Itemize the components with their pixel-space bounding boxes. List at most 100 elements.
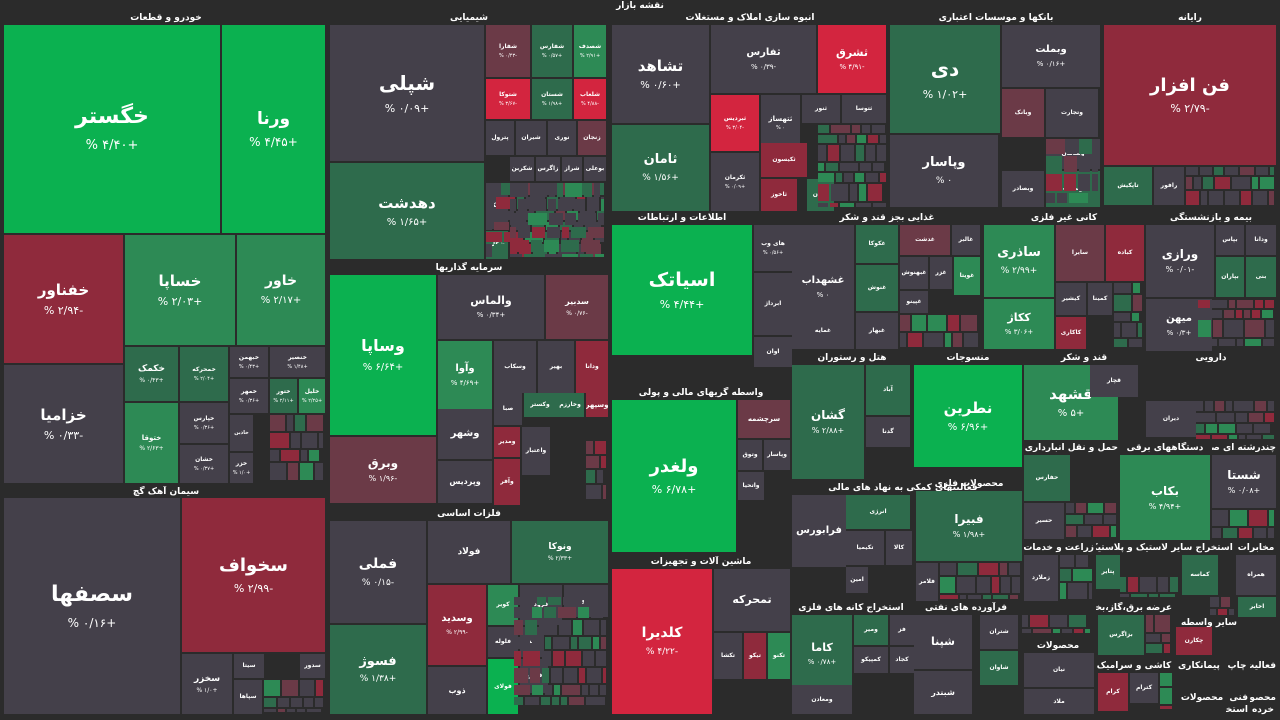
stock-tile[interactable]: خمحرکه +۲/۰۴ % — [180, 347, 228, 401]
stock-tile-small[interactable] — [1022, 629, 1031, 633]
stock-tile-small[interactable] — [547, 227, 560, 238]
stock-tile[interactable]: شتوکا -۳/۶۷ % — [486, 79, 530, 119]
stock-tile[interactable]: بنی — [1246, 257, 1276, 297]
stock-tile[interactable]: سدبیر -۰/۷۶ % — [546, 275, 608, 339]
stock-tile-small[interactable] — [598, 213, 604, 225]
stock-tile-small[interactable] — [486, 244, 492, 257]
stock-tile-small[interactable] — [532, 637, 543, 649]
stock-tile-small[interactable] — [1224, 310, 1234, 318]
stock-tile-small[interactable] — [598, 183, 604, 195]
stock-tile-small[interactable] — [587, 668, 601, 683]
stock-tile[interactable]: سپاها — [234, 680, 262, 714]
stock-tile-small[interactable] — [494, 244, 508, 257]
stock-tile-small[interactable] — [873, 203, 886, 207]
stock-tile-small[interactable] — [1022, 615, 1028, 627]
stock-tile[interactable]: بپاران — [1216, 257, 1244, 297]
stock-tile[interactable]: فلامر — [916, 563, 938, 601]
stock-tile-small[interactable] — [1105, 503, 1116, 513]
stock-tile[interactable]: غالبر — [952, 225, 980, 255]
stock-tile-small[interactable] — [282, 680, 298, 696]
stock-tile-small[interactable] — [1164, 644, 1170, 653]
stock-tile-small[interactable] — [278, 709, 285, 712]
stock-tile-small[interactable] — [1255, 401, 1266, 411]
stock-tile-small[interactable] — [281, 450, 299, 461]
stock-tile[interactable]: ملاد — [1024, 689, 1094, 714]
stock-tile-small[interactable] — [559, 620, 571, 635]
stock-tile[interactable]: خمهر +۰/۳۶ % — [230, 379, 268, 413]
stock-tile-small[interactable] — [1265, 413, 1274, 422]
stock-tile[interactable]: های وب +۰/۵۶ % — [754, 225, 792, 271]
stock-tile-small[interactable] — [600, 685, 606, 695]
stock-tile[interactable]: ومدیر — [494, 427, 520, 457]
stock-tile-small[interactable] — [1221, 597, 1230, 607]
stock-tile-small[interactable] — [983, 595, 991, 599]
stock-tile[interactable]: دی +۱/۰۲ % — [890, 25, 1000, 133]
stock-tile-small[interactable] — [601, 637, 606, 649]
stock-tile[interactable]: خلیل +۲/۲۵ % — [299, 379, 325, 413]
stock-tile-small[interactable] — [596, 651, 606, 666]
stock-tile-small[interactable] — [1252, 310, 1260, 318]
stock-tile[interactable]: وکستر — [524, 393, 556, 417]
stock-tile-small[interactable] — [1256, 167, 1268, 175]
stock-tile-small[interactable] — [586, 456, 599, 468]
stock-tile[interactable]: فز — [890, 615, 914, 645]
stock-tile-small[interactable] — [597, 470, 603, 483]
stock-tile-small[interactable] — [573, 620, 582, 635]
stock-tile-small[interactable] — [1133, 295, 1142, 311]
stock-tile-small[interactable] — [545, 254, 560, 257]
stock-tile-small[interactable] — [514, 651, 521, 666]
stock-tile-small[interactable] — [1085, 629, 1090, 633]
stock-tile-small[interactable] — [529, 199, 546, 211]
stock-tile-small[interactable] — [551, 668, 562, 683]
stock-tile[interactable]: والماس +۰/۳۴ % — [438, 275, 544, 339]
stock-tile[interactable]: سخواف -۲/۹۹ % — [182, 498, 325, 652]
stock-tile[interactable]: پترول — [486, 121, 514, 155]
stock-tile-small[interactable] — [1247, 435, 1261, 439]
stock-tile[interactable]: امین — [846, 567, 868, 593]
stock-tile-small[interactable] — [868, 184, 882, 201]
stock-tile-small[interactable] — [1239, 435, 1245, 439]
stock-tile-small[interactable] — [1160, 673, 1172, 686]
stock-tile[interactable]: شکربن — [510, 157, 534, 181]
stock-tile-small[interactable] — [518, 227, 530, 238]
stock-tile[interactable]: ومیر — [854, 615, 888, 645]
stock-tile-small[interactable] — [545, 685, 552, 695]
stock-tile-small[interactable] — [316, 680, 323, 696]
stock-tile[interactable]: اخابر — [1238, 597, 1276, 617]
stock-tile-small[interactable] — [1149, 594, 1158, 597]
stock-tile[interactable]: قچار — [1090, 365, 1138, 397]
stock-tile-small[interactable] — [866, 145, 875, 161]
stock-tile-small[interactable] — [264, 698, 276, 707]
stock-tile-small[interactable] — [964, 333, 978, 347]
stock-tile-small[interactable] — [528, 213, 547, 225]
stock-tile-small[interactable] — [880, 173, 886, 182]
stock-tile-small[interactable] — [1265, 300, 1274, 308]
stock-tile-small[interactable] — [1215, 401, 1224, 411]
stock-tile-small[interactable] — [1230, 510, 1247, 526]
stock-tile-small[interactable] — [1225, 191, 1239, 205]
stock-tile[interactable]: ولغدر +۶/۷۸ % — [612, 400, 736, 552]
stock-tile[interactable]: وسدید -۲/۹۹ % — [428, 585, 486, 665]
stock-tile-small[interactable] — [532, 685, 543, 695]
stock-tile-small[interactable] — [532, 227, 545, 238]
stock-tile-small[interactable] — [818, 145, 826, 161]
stock-tile-small[interactable] — [593, 637, 599, 649]
stock-tile-small[interactable] — [278, 698, 289, 707]
stock-tile[interactable]: سخزر +۱/۰ % — [182, 654, 232, 714]
stock-tile-small[interactable] — [831, 125, 850, 133]
stock-tile-small[interactable] — [1186, 191, 1199, 205]
stock-tile-small[interactable] — [546, 222, 558, 230]
stock-tile-small[interactable] — [1146, 615, 1153, 632]
stock-tile-small[interactable] — [1078, 174, 1090, 191]
stock-tile-small[interactable] — [587, 199, 599, 211]
stock-tile-small[interactable] — [1224, 320, 1243, 337]
stock-tile[interactable]: ورازی -۰/۰۱ % — [1146, 225, 1214, 297]
stock-tile-small[interactable] — [1225, 167, 1238, 175]
stock-tile-small[interactable] — [1114, 313, 1130, 321]
stock-tile[interactable]: ونوکا +۲/۳۳ % — [512, 521, 608, 583]
stock-tile[interactable]: بکاب +۴/۹۴ % — [1120, 455, 1210, 540]
stock-tile-small[interactable] — [579, 637, 591, 649]
stock-tile[interactable]: زملارد — [1024, 555, 1058, 601]
stock-tile[interactable]: کاما +۰/۷۸ % — [792, 615, 852, 693]
stock-tile-small[interactable] — [1120, 594, 1129, 597]
